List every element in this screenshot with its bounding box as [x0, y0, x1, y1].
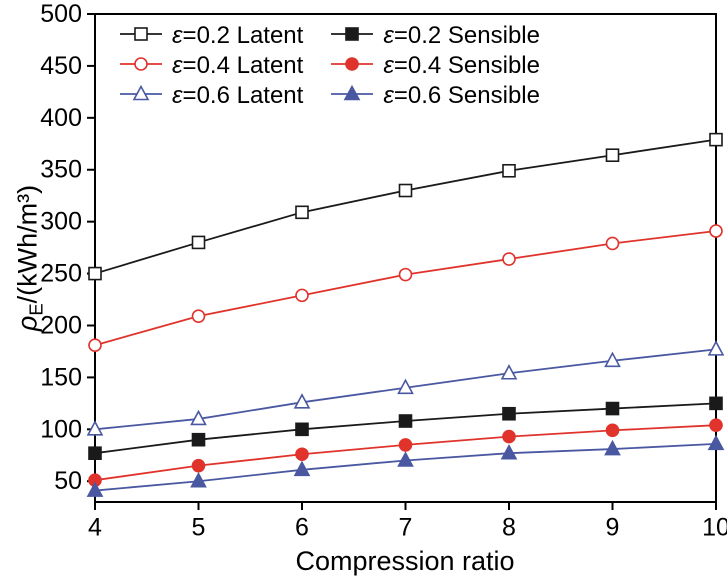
data-point-marker [295, 288, 309, 303]
y-tick-label: 350 [40, 156, 82, 184]
y-axis-symbol: ρ [12, 315, 43, 332]
data-point-marker [397, 451, 414, 467]
data-point-marker [191, 309, 206, 323]
data-point-marker [605, 423, 620, 438]
legend-item: ε=0.6 Latent [118, 82, 303, 110]
x-tick-label: 10 [702, 514, 727, 542]
data-point-marker [190, 409, 207, 426]
legend-item: ε=0.4 Sensible [329, 52, 540, 80]
y-tick-label: 300 [40, 208, 82, 236]
y-axis-subscript: E [25, 303, 47, 316]
y-tick-label: 250 [40, 260, 82, 288]
data-point-marker [398, 267, 413, 282]
data-point-marker [605, 236, 620, 251]
data-point-marker [605, 401, 620, 416]
data-point-marker [134, 26, 148, 41]
x-axis-title: Compression ratio [295, 546, 515, 576]
legend-item: ε=0.2 Latent [118, 22, 303, 50]
legend-label: ε=0.2 Latent [172, 22, 304, 49]
data-point-marker [88, 338, 102, 353]
series-line [94, 230, 717, 347]
data-point-marker [86, 481, 104, 497]
data-point-marker [502, 429, 516, 444]
data-point-marker [191, 432, 206, 447]
legend-label: ε=0.4 Sensible [383, 52, 540, 79]
legend-label: ε=0.2 Sensible [383, 22, 540, 49]
data-point-marker [88, 446, 102, 461]
legend-swatch [329, 24, 375, 49]
data-point-marker [707, 340, 725, 356]
y-tick-label: 50 [54, 467, 82, 495]
y-tick-label: 400 [40, 104, 82, 132]
data-point-marker [604, 439, 621, 456]
data-point-marker [398, 438, 413, 452]
data-point-marker [293, 393, 311, 409]
data-point-marker [88, 266, 102, 281]
data-point-marker [709, 224, 723, 238]
data-point-marker [134, 56, 148, 71]
legend-label: ε=0.6 Latent [172, 82, 304, 109]
data-point-marker [707, 434, 725, 451]
y-tick-label: 150 [40, 363, 82, 391]
legend-item: ε=0.4 Latent [118, 52, 303, 80]
y-tick-label: 500 [40, 0, 82, 28]
data-point-marker [343, 84, 361, 100]
data-point-marker [502, 252, 516, 266]
y-tick-label: 100 [40, 415, 82, 443]
data-point-marker [500, 364, 518, 380]
legend-swatch [329, 84, 375, 109]
data-point-marker [295, 447, 309, 462]
y-tick-label: 200 [40, 311, 82, 339]
y-axis-units: /(kWh/m³) [12, 184, 43, 304]
data-point-marker [295, 422, 309, 437]
data-point-marker [190, 472, 207, 488]
legend-item: ε=0.6 Sensible [329, 82, 540, 110]
x-tick-label: 8 [502, 514, 516, 542]
x-tick-label: 9 [606, 514, 620, 542]
data-point-marker [191, 458, 206, 473]
data-point-marker [605, 148, 620, 163]
data-point-marker [345, 56, 360, 71]
data-point-marker [86, 420, 104, 436]
data-point-marker [604, 351, 621, 368]
x-tick-label: 4 [88, 514, 102, 542]
x-tick-label: 5 [192, 514, 206, 542]
data-point-marker [191, 235, 206, 250]
data-point-marker [293, 460, 311, 477]
data-point-marker [500, 444, 518, 460]
data-point-marker [398, 414, 413, 428]
legend-label: ε=0.6 Sensible [383, 82, 540, 109]
data-point-marker [502, 406, 516, 421]
legend-label: ε=0.4 Latent [172, 52, 304, 79]
data-point-marker [709, 396, 723, 411]
legend: ε=0.2 Latent ε=0.2 Sensible ε=0.4 Latent ε=… [118, 22, 540, 110]
x-tick-label: 6 [295, 514, 309, 542]
legend-swatch [118, 24, 164, 49]
data-point-marker [132, 84, 150, 100]
legend-swatch [118, 54, 164, 79]
data-point-marker [295, 205, 309, 220]
series-line [94, 138, 717, 275]
data-point-marker [502, 163, 516, 178]
data-point-marker [709, 132, 723, 147]
y-axis-title: ρE/(kWh/m³) [12, 185, 47, 331]
data-point-marker [345, 26, 360, 41]
data-point-marker [397, 378, 414, 395]
legend-swatch [118, 84, 164, 109]
legend-swatch [329, 54, 375, 79]
y-tick-label: 450 [40, 52, 82, 80]
data-point-marker [398, 183, 413, 198]
x-tick-label: 7 [399, 514, 413, 542]
data-point-marker [709, 418, 723, 432]
legend-item: ε=0.2 Sensible [329, 22, 540, 50]
